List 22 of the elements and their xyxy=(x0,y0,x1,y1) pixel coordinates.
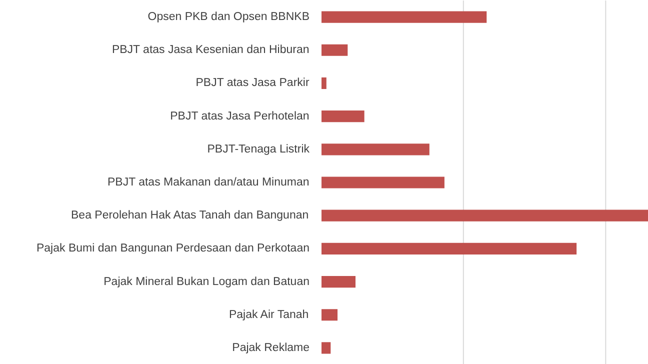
y-tick-label: PBJT-Tenaga Listrik xyxy=(207,143,310,156)
y-tick-label: Pajak Mineral Bukan Logam dan Batuan xyxy=(104,276,310,288)
bar xyxy=(322,309,338,321)
y-tick-label: Pajak Air Tanah xyxy=(228,308,309,321)
y-tick-label: PBJT atas Jasa Kesenian dan Hiburan xyxy=(112,44,310,56)
y-tick-label: Pajak Reklame xyxy=(232,342,310,354)
bar xyxy=(322,77,326,90)
bar xyxy=(322,11,487,23)
bar xyxy=(322,210,648,222)
bar xyxy=(322,144,430,156)
bar xyxy=(322,276,356,288)
bar xyxy=(322,242,577,254)
y-tick-label: Bea Perolehan Hak Atas Tanah dan Bangunan xyxy=(71,210,309,222)
y-tick-label: PBJT atas Makanan dan/atau Minuman xyxy=(108,176,310,188)
bar xyxy=(322,342,331,354)
y-tick-label: PBJT atas Jasa Perhotelan xyxy=(170,110,310,122)
y-tick-label: Opsen PKB dan Opsen BBNKB xyxy=(148,11,310,24)
y-tick-label: Pajak Bumi dan Bangunan Perdesaan dan Perkotaan xyxy=(36,242,310,255)
bar xyxy=(322,176,444,188)
bar xyxy=(322,44,348,56)
y-tick-label: PBJT atas Jasa Parkir xyxy=(196,77,310,90)
bar xyxy=(322,110,364,122)
